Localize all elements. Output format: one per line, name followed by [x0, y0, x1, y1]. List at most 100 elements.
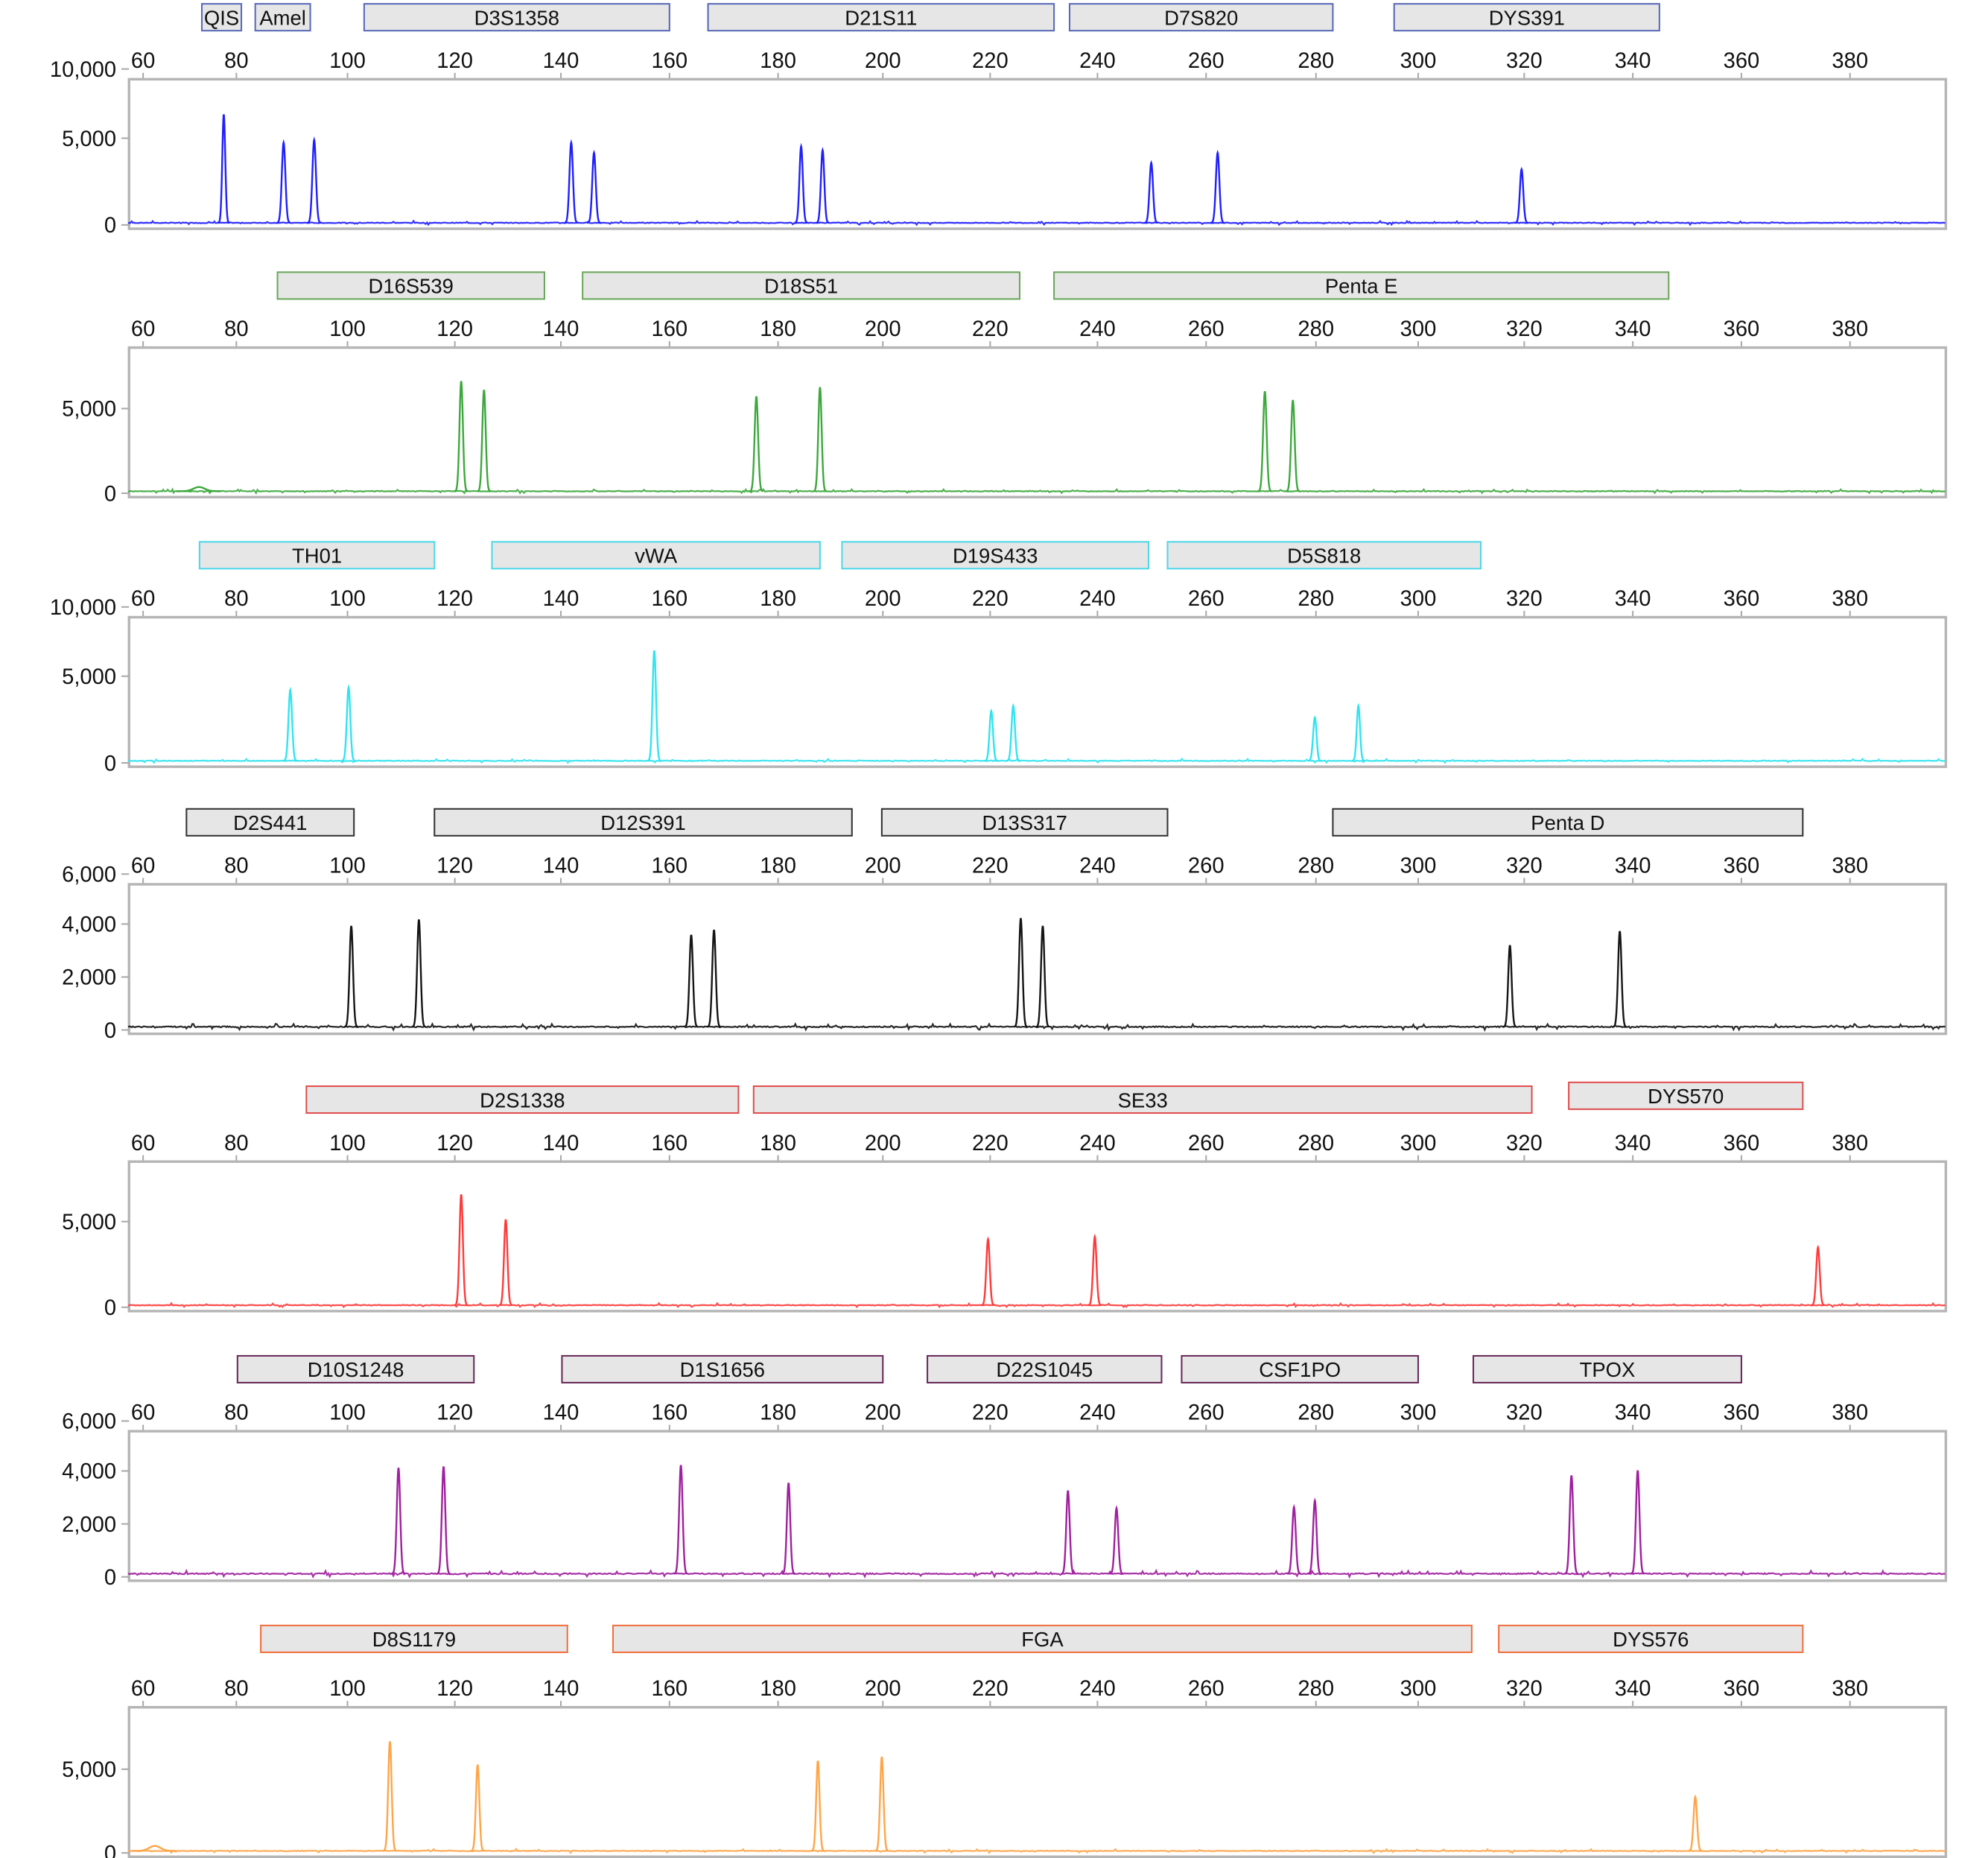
- x-tick-label: 220: [972, 1401, 1009, 1425]
- marker-bin-d5s818[interactable]: D5S818: [1166, 541, 1482, 570]
- x-tick-label: 220: [972, 855, 1009, 878]
- x-tick-label: 80: [224, 1677, 248, 1701]
- marker-bin-d8s1179[interactable]: D8S1179: [260, 1624, 568, 1653]
- marker-box: [198, 541, 436, 570]
- y-tick-label: 2,000: [62, 966, 116, 990]
- x-tick-label: 180: [760, 1401, 796, 1425]
- marker-box: [561, 1354, 884, 1383]
- x-tick-label: 140: [543, 1677, 579, 1701]
- marker-bin-d3s1358[interactable]: D3S1358: [363, 3, 670, 32]
- marker-bin-dys576[interactable]: DYS576: [1498, 1624, 1804, 1653]
- marker-label: D5S818: [1287, 545, 1361, 568]
- marker-box: [582, 271, 1021, 300]
- marker-label: SE33: [1118, 1088, 1168, 1112]
- allele-peak: [217, 114, 230, 224]
- marker-box: [1166, 541, 1482, 570]
- x-tick-label: 320: [1506, 1401, 1543, 1425]
- x-tick-label: 240: [1079, 1132, 1116, 1155]
- x-tick-label: 380: [1832, 855, 1868, 878]
- marker-box: [1053, 271, 1670, 300]
- x-tick-label: 340: [1615, 855, 1651, 878]
- marker-bin-d18s51[interactable]: D18S51: [582, 271, 1021, 300]
- allele-peak: [647, 650, 661, 762]
- marker-bin-csf1po[interactable]: CSF1PO: [1181, 1354, 1420, 1383]
- marker-bin-d22s1045[interactable]: D22S1045: [927, 1354, 1163, 1383]
- x-tick-label: 260: [1188, 1677, 1225, 1701]
- allele-peak: [471, 1764, 485, 1852]
- x-tick-label: 280: [1298, 587, 1334, 611]
- y-tick-label: 10,000: [50, 596, 116, 620]
- marker-bin-d10s1248[interactable]: D10S1248: [236, 1354, 475, 1383]
- x-tick-label: 180: [760, 317, 796, 341]
- x-tick-label: 140: [543, 1401, 579, 1425]
- x-tick-label: 60: [131, 1401, 155, 1425]
- x-tick-label: 100: [329, 49, 366, 73]
- panel-6: D10S1248 D1S1656 D22S1045 CSF1PO TPOX 60 80 100…: [62, 1354, 1948, 1590]
- marker-bin-fga[interactable]: FGA: [612, 1624, 1473, 1653]
- marker-bin-dys570[interactable]: DYS570: [1568, 1081, 1804, 1110]
- x-tick-label: 160: [651, 1677, 687, 1701]
- x-tick-label: 120: [436, 1401, 473, 1425]
- allele-peak: [1257, 390, 1272, 492]
- marker-bin-dys391[interactable]: DYS391: [1393, 3, 1660, 32]
- marker-bin-d13s317[interactable]: D13S317: [880, 808, 1169, 837]
- marker-label: vWA: [635, 545, 678, 568]
- baseline-trace: [127, 1848, 1946, 1854]
- marker-box: [491, 541, 821, 570]
- marker-bin-d2s441[interactable]: D2S441: [185, 808, 355, 837]
- marker-box: [1181, 1354, 1420, 1383]
- marker-bin-th01[interactable]: TH01: [198, 541, 436, 570]
- allele-peak: [412, 919, 426, 1028]
- x-tick-label: 220: [972, 587, 1009, 611]
- x-tick-label: 160: [651, 1132, 687, 1155]
- x-tick-label: 120: [436, 855, 473, 878]
- x-tick-label: 60: [131, 587, 155, 611]
- allele-peak: [1109, 1505, 1124, 1575]
- marker-label: D7S820: [1164, 6, 1238, 29]
- marker-box: [752, 1085, 1533, 1115]
- y-tick-label: 0: [104, 482, 116, 506]
- x-tick-label: 120: [436, 587, 473, 611]
- x-tick-label: 140: [543, 49, 579, 73]
- marker-bin-d16s539[interactable]: D16S539: [276, 271, 545, 300]
- marker-bin-se33[interactable]: SE33: [752, 1085, 1533, 1115]
- y-tick-label: 5,000: [62, 665, 116, 689]
- x-tick-label: 140: [543, 587, 579, 611]
- marker-box: [363, 3, 670, 32]
- marker-bin-qis[interactable]: QIS: [200, 3, 243, 32]
- x-tick-label: 120: [436, 1677, 473, 1701]
- marker-box: [1472, 1354, 1742, 1383]
- allele-peak: [794, 142, 808, 224]
- allele-peak: [1514, 166, 1528, 224]
- x-tick-label: 300: [1400, 1401, 1437, 1425]
- marker-box: [707, 3, 1055, 32]
- x-tick-label: 300: [1400, 855, 1437, 878]
- marker-bin-tpox[interactable]: TPOX: [1472, 1354, 1742, 1383]
- x-tick-label: 80: [224, 317, 248, 341]
- plot-area: [127, 346, 1948, 498]
- marker-bin-d2s1338[interactable]: D2S1338: [305, 1085, 740, 1115]
- allele-peak: [816, 147, 830, 224]
- marker-bin-vwa[interactable]: vWA: [491, 541, 821, 570]
- marker-bin-penta-d[interactable]: Penta D: [1332, 808, 1804, 837]
- x-tick-label: 320: [1506, 587, 1543, 611]
- marker-bin-d12s391[interactable]: D12S391: [434, 808, 853, 837]
- x-tick-label: 300: [1400, 1132, 1437, 1155]
- marker-label: D2S1338: [480, 1088, 565, 1112]
- marker-bin-d1s1656[interactable]: D1S1656: [561, 1354, 884, 1383]
- x-tick-label: 180: [760, 49, 796, 73]
- marker-bin-d7s820[interactable]: D7S820: [1068, 3, 1334, 32]
- marker-bin-penta-e[interactable]: Penta E: [1053, 271, 1670, 300]
- x-tick-label: 260: [1188, 587, 1225, 611]
- allele-peak: [707, 929, 721, 1028]
- x-tick-label: 360: [1724, 587, 1760, 611]
- marker-bin-d21s11[interactable]: D21S11: [707, 3, 1055, 32]
- marker-label: Amel: [259, 6, 306, 29]
- x-tick-label: 240: [1079, 49, 1116, 73]
- x-tick-label: 140: [543, 855, 579, 878]
- marker-label: Penta E: [1325, 275, 1398, 298]
- allele-peak: [1286, 399, 1301, 492]
- marker-bin-d19s433[interactable]: D19S433: [841, 541, 1149, 570]
- x-tick-label: 300: [1400, 1677, 1437, 1701]
- marker-bin-amel[interactable]: Amel: [254, 3, 311, 32]
